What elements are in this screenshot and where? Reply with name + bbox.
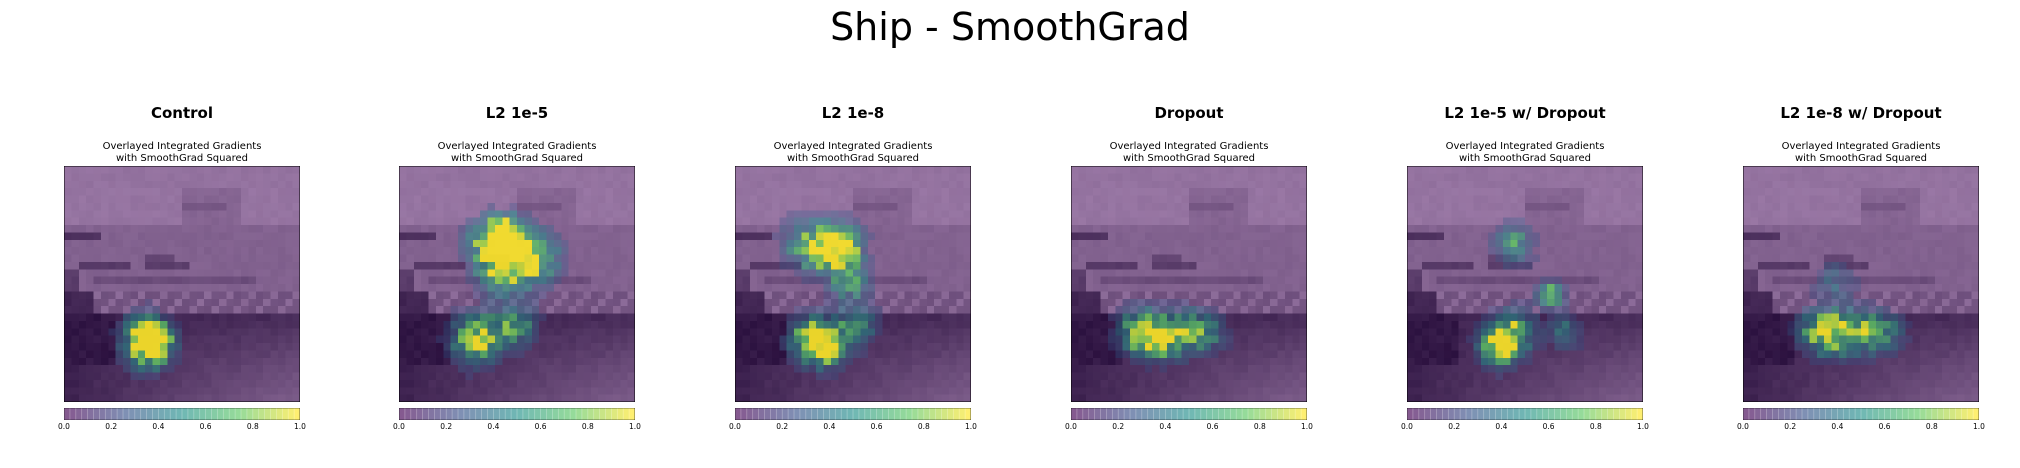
- colorbar-tick-labels: 0.0 0.2 0.4 0.6 0.8 1.0: [393, 422, 641, 434]
- colorbar-tick-label: 0.4: [1159, 422, 1172, 431]
- colorbar-tick-label: 0.4: [1831, 422, 1844, 431]
- colorbar: [1071, 408, 1307, 420]
- colorbar-tick-label: 0.8: [1925, 422, 1938, 431]
- panel-subtitle: Overlayed Integrated Gradients with Smoo…: [102, 141, 262, 164]
- colorbar-tick-labels: 0.0 0.2 0.4 0.6 0.8 1.0: [1065, 422, 1313, 434]
- panel: Control Overlayed Integrated Gradients wi…: [58, 100, 306, 431]
- colorbar-tick-label: 0.6: [1542, 422, 1555, 431]
- colorbar-tick-label: 0.6: [1206, 422, 1219, 431]
- panel-title: L2 1e-5: [485, 104, 549, 122]
- colorbar-tick-label: 0.0: [1065, 422, 1077, 431]
- colorbar-tick-label: 0.8: [917, 422, 930, 431]
- panel: L2 1e-8 w/ Dropout Overlayed Integrated G…: [1737, 100, 1985, 431]
- colorbar-tick-labels: 0.0 0.2 0.4 0.6 0.8 1.0: [729, 422, 977, 434]
- colorbar-tick-label: 0.4: [152, 422, 165, 431]
- panel-title: Dropout: [1154, 104, 1224, 122]
- panel-subtitle: Overlayed Integrated Gradients with Smoo…: [1109, 141, 1269, 164]
- panel-title: L2 1e-5 w/ Dropout: [1444, 104, 1606, 122]
- colorbar-tick-label: 1.0: [1301, 422, 1313, 431]
- colorbar-tick-labels: 0.0 0.2 0.4 0.6 0.8 1.0: [1737, 422, 1985, 434]
- colorbar-tick-label: 0.2: [1448, 422, 1461, 431]
- saliency-heatmap: [1743, 166, 1979, 402]
- colorbar-tick-label: 1.0: [629, 422, 641, 431]
- colorbar-tick-label: 0.6: [199, 422, 212, 431]
- colorbar-tick-label: 0.4: [1495, 422, 1508, 431]
- colorbar-tick-label: 0.6: [870, 422, 883, 431]
- panel-subtitle: Overlayed Integrated Gradients with Smoo…: [1781, 141, 1941, 164]
- colorbar-tick-label: 1.0: [965, 422, 977, 431]
- panel: Dropout Overlayed Integrated Gradients wi…: [1065, 100, 1313, 431]
- panel: L2 1e-5 Overlayed Integrated Gradients wi…: [393, 100, 641, 431]
- figure-title: Ship - SmoothGrad: [830, 5, 1190, 49]
- colorbar-tick-label: 0.2: [1112, 422, 1125, 431]
- colorbar-tick-labels: 0.0 0.2 0.4 0.6 0.8 1.0: [1401, 422, 1649, 434]
- saliency-heatmap: [1071, 166, 1307, 402]
- colorbar-tick-label: 0.0: [729, 422, 741, 431]
- colorbar-tick-label: 0.0: [1737, 422, 1749, 431]
- colorbar-tick-label: 1.0: [294, 422, 306, 431]
- colorbar-tick-label: 0.8: [1253, 422, 1266, 431]
- colorbar-tick-label: 1.0: [1637, 422, 1649, 431]
- colorbar-tick-label: 0.2: [1784, 422, 1797, 431]
- colorbar-tick-label: 0.0: [58, 422, 70, 431]
- colorbar-tick-label: 0.8: [581, 422, 594, 431]
- saliency-heatmap: [1407, 166, 1643, 402]
- colorbar: [399, 408, 635, 420]
- colorbar-tick-label: 0.4: [487, 422, 500, 431]
- colorbar-tick-label: 1.0: [1973, 422, 1985, 431]
- panel: L2 1e-8 Overlayed Integrated Gradients wi…: [729, 100, 977, 431]
- colorbar-tick-label: 0.2: [440, 422, 453, 431]
- panel-subtitle: Overlayed Integrated Gradients with Smoo…: [1445, 141, 1605, 164]
- panel-subtitle: Overlayed Integrated Gradients with Smoo…: [437, 141, 597, 164]
- colorbar-tick-label: 0.4: [823, 422, 836, 431]
- panel-title: L2 1e-8 w/ Dropout: [1780, 104, 1942, 122]
- colorbar-tick-label: 0.0: [1401, 422, 1413, 431]
- colorbar: [1407, 408, 1643, 420]
- panel: L2 1e-5 w/ Dropout Overlayed Integrated G…: [1401, 100, 1649, 431]
- colorbar: [735, 408, 971, 420]
- colorbar-tick-label: 0.8: [1589, 422, 1602, 431]
- saliency-heatmap: [64, 166, 300, 402]
- panel-title: L2 1e-8: [821, 104, 885, 122]
- colorbar-tick-label: 0.6: [1878, 422, 1891, 431]
- colorbar-tick-labels: 0.0 0.2 0.4 0.6 0.8 1.0: [58, 422, 306, 434]
- colorbar-tick-label: 0.8: [246, 422, 259, 431]
- saliency-heatmap: [735, 166, 971, 402]
- panel-subtitle: Overlayed Integrated Gradients with Smoo…: [773, 141, 933, 164]
- colorbar: [1743, 408, 1979, 420]
- colorbar-tick-label: 0.2: [105, 422, 118, 431]
- colorbar-tick-label: 0.2: [776, 422, 789, 431]
- colorbar-tick-label: 0.6: [534, 422, 547, 431]
- colorbar-tick-label: 0.0: [393, 422, 405, 431]
- saliency-heatmap: [399, 166, 635, 402]
- panel-title: Control: [150, 104, 213, 122]
- colorbar: [64, 408, 300, 420]
